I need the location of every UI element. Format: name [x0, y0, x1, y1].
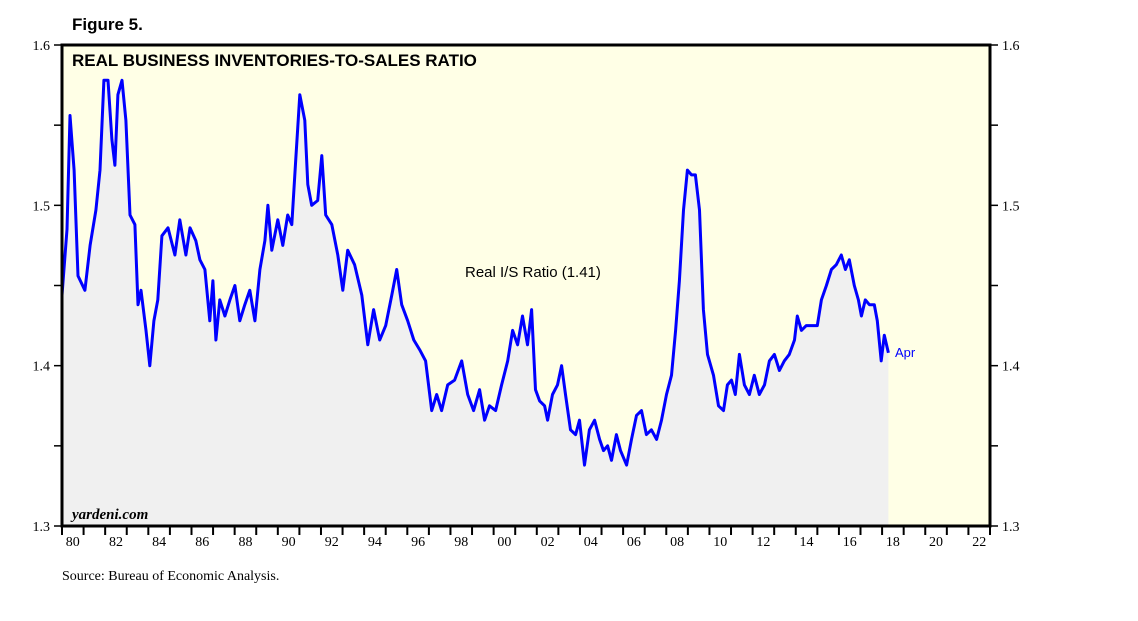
x-tick-label: 80 — [66, 535, 80, 550]
x-tick-label: 20 — [929, 535, 943, 550]
x-tick-label: 90 — [282, 535, 296, 550]
series-area-fill — [62, 80, 889, 527]
chart-title: REAL BUSINESS INVENTORIES-TO-SALES RATIO — [72, 51, 477, 70]
series-annotation: Real I/S Ratio (1.41) — [465, 264, 601, 281]
x-tick-label: 94 — [368, 535, 382, 550]
x-tick-label: 16 — [843, 535, 857, 550]
x-tick-label: 88 — [238, 535, 252, 550]
x-tick-label: 04 — [584, 535, 598, 550]
x-tick-label: 98 — [454, 535, 468, 550]
y-tick-label-left: 1.5 — [33, 199, 51, 214]
x-tick-label: 82 — [109, 535, 123, 550]
series-line — [60, 78, 890, 467]
x-tick-label: 86 — [195, 535, 209, 550]
y-tick-label-right: 1.4 — [1002, 360, 1020, 375]
x-tick-label: 18 — [886, 535, 900, 550]
x-tick-label: 02 — [541, 535, 555, 550]
x-tick-label: 92 — [325, 535, 339, 550]
x-tick-label: 08 — [670, 535, 684, 550]
watermark: yardeni.com — [70, 507, 148, 523]
x-tick-label: 10 — [713, 535, 727, 550]
figure-label: Figure 5. — [72, 15, 143, 34]
x-tick-label: 96 — [411, 535, 425, 550]
y-tick-label-left: 1.6 — [33, 39, 51, 54]
x-tick-label: 22 — [972, 535, 986, 550]
y-tick-label-left: 1.3 — [33, 520, 51, 535]
x-tick-label: 84 — [152, 535, 166, 550]
x-tick-label: 12 — [756, 535, 770, 550]
y-tick-label-right: 1.6 — [1002, 39, 1020, 54]
x-tick-label: 14 — [800, 535, 814, 550]
y-tick-label-left: 1.4 — [33, 360, 51, 375]
end-label: Apr — [895, 345, 916, 360]
plot-border — [60, 43, 992, 528]
x-tick-label: 06 — [627, 535, 641, 550]
y-tick-label-right: 1.3 — [1002, 520, 1020, 535]
source-note: Source: Bureau of Economic Analysis. — [62, 569, 279, 584]
x-tick-label: 00 — [497, 535, 511, 550]
y-tick-label-right: 1.5 — [1002, 199, 1020, 214]
